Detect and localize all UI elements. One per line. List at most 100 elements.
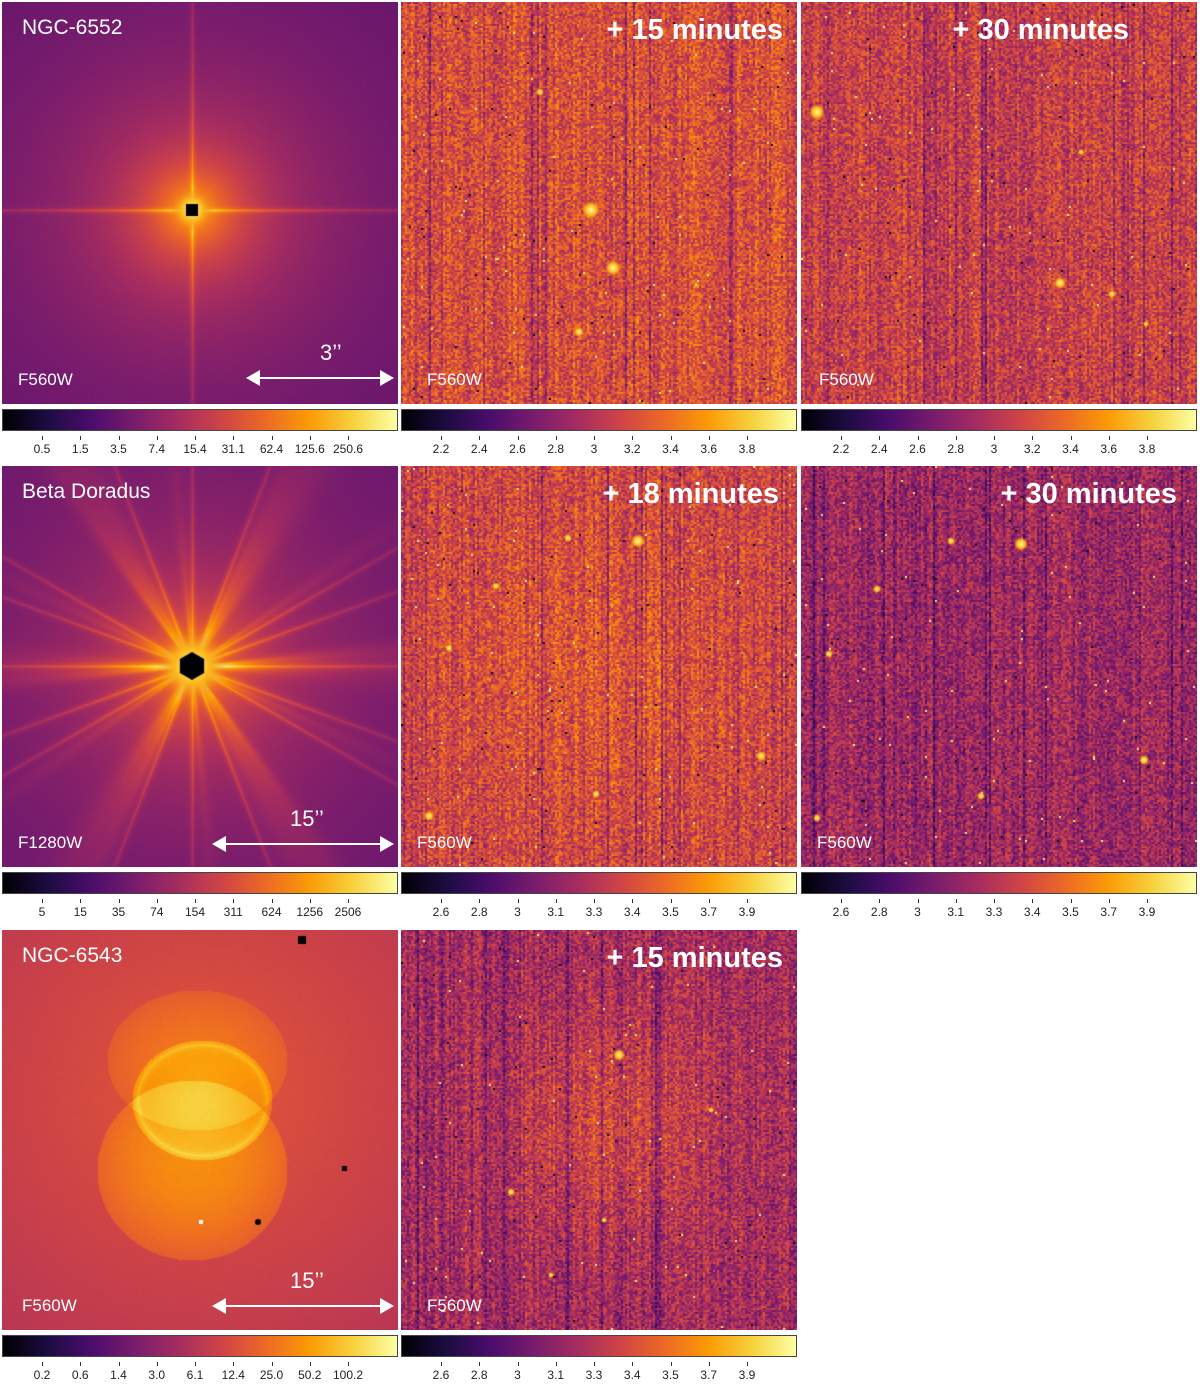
colorbar-tick-mark	[1108, 436, 1110, 440]
colorbar-tick-label: 2.6	[509, 442, 526, 456]
colorbar-tick-label: 15	[73, 905, 87, 919]
colorbar-tick-label: 3.4	[1023, 905, 1041, 919]
colorbar	[401, 409, 797, 431]
colorbar-tick-mark	[841, 899, 842, 903]
colorbar-ticks: 2.2 2.4 2.6 2.8 3 3.2 3.4 3.6 3.8	[401, 436, 797, 466]
colorbar-ticks: 2.6 2.8 3 3.1 3.3 3.4 3.5 3.7 3.9	[801, 899, 1197, 929]
colorbar-tick-mark	[479, 1362, 481, 1366]
colorbar-tick-label: 0.5	[33, 442, 51, 456]
colorbar-tick-mark	[309, 899, 311, 903]
colorbar	[801, 409, 1197, 431]
ngc6552-diff-30min-panel: + 30 minutes F560W	[801, 2, 1197, 404]
colorbar-tick-label: 2.6	[832, 905, 850, 919]
colorbar-tick-label: 3.1	[547, 1368, 565, 1382]
colorbar-tick-label: 3	[590, 442, 598, 456]
colorbar-tick-label: 3.5	[110, 442, 127, 456]
colorbar-tick-label: 0.2	[33, 1368, 51, 1382]
ngc6543-diff-15min-panel: + 15 minutes F560W	[401, 930, 797, 1330]
colorbar-tick-mark	[994, 436, 995, 440]
colorbar-tick-mark	[80, 1362, 82, 1366]
colorbar-tick-label: 2.8	[547, 442, 565, 456]
colorbar-tick-mark	[118, 899, 120, 903]
colorbar-tick-label: 100.2	[332, 1368, 364, 1382]
colorbar-tick-label: 31.1	[221, 442, 245, 456]
colorbar-tick-mark	[1032, 899, 1034, 903]
colorbar-tick-label: 2.8	[470, 905, 488, 919]
colorbar-tick-label: 3.5	[662, 905, 679, 919]
filter-label: F560W	[427, 370, 482, 389]
elapsed-time-label: + 30 minutes	[952, 14, 1130, 46]
colorbar-ticks: 2.2 2.4 2.6 2.8 3 3.2 3.4 3.6 3.8	[801, 436, 1197, 466]
colorbar-tick-mark	[747, 436, 748, 440]
colorbar-tick-label: 3.4	[1062, 442, 1079, 456]
ngc6552-reference-panel: NGC-6552 F560W 3’’	[2, 2, 398, 404]
colorbar-tick-mark	[441, 436, 442, 440]
colorbar-tick-label: 2.4	[870, 442, 888, 456]
colorbar-tick-label: 2.8	[870, 905, 888, 919]
betador-diff-18min-image	[401, 466, 797, 867]
colorbar-tick-mark	[670, 436, 672, 440]
filter-label: F560W	[817, 833, 872, 852]
colorbar-tick-mark	[195, 436, 196, 440]
scale-bar-arrow	[212, 1296, 394, 1316]
colorbar-tick-label: 3.2	[1023, 442, 1041, 456]
colorbar-tick-mark	[555, 1362, 557, 1366]
colorbar-tick-mark	[348, 1362, 349, 1366]
colorbar-tick-mark	[118, 1362, 120, 1366]
colorbar-tick-mark	[708, 1362, 710, 1366]
colorbar-tick-mark	[1070, 899, 1072, 903]
colorbar-tick-label: 12.4	[221, 1368, 245, 1382]
colorbar-tick-label: 3.3	[585, 905, 603, 919]
colorbar-tick-label: 1.5	[71, 442, 89, 456]
colorbar-tick-label: 125.6	[294, 442, 325, 456]
colorbar-tick-label: 311	[223, 905, 243, 919]
colorbar-tick-label: 3.2	[623, 442, 641, 456]
betador-reference-image	[2, 466, 398, 867]
colorbar-tick-label: 3.8	[1138, 442, 1156, 456]
colorbar-tick-label: 624	[261, 905, 282, 919]
colorbar-tick-label: 3	[914, 905, 921, 919]
filter-label: F1280W	[18, 833, 83, 852]
colorbar-tick-label: 74	[150, 905, 164, 919]
colorbar-tick-mark	[955, 436, 957, 440]
colorbar-tick-label: 3.1	[547, 905, 565, 919]
colorbar	[2, 1335, 398, 1357]
colorbar-tick-mark	[632, 899, 634, 903]
colorbar-tick-label: 3.8	[738, 442, 756, 456]
colorbar-tick-label: 5	[38, 905, 46, 919]
colorbar-tick-mark	[517, 899, 519, 903]
colorbar-tick-label: 1256	[296, 905, 324, 919]
ngc6543-reference-panel: NGC-6543 F560W 15’’	[2, 930, 398, 1330]
colorbar-tick-label: 0.6	[71, 1368, 89, 1382]
ngc6552-reference-image	[2, 2, 398, 404]
colorbar-tick-mark	[271, 1362, 273, 1366]
colorbar-tick-mark	[348, 899, 349, 903]
colorbar-tick-label: 3.9	[1138, 905, 1156, 919]
colorbar-tick-mark	[670, 1362, 672, 1366]
colorbar-tick-label: 3.4	[623, 1368, 641, 1382]
colorbar-tick-label: 250.6	[332, 442, 364, 456]
object-name: NGC-6543	[22, 944, 123, 967]
colorbar-tick-mark	[879, 899, 881, 903]
colorbar-tick-label: 3.5	[662, 1368, 679, 1382]
colorbar-tick-mark	[879, 436, 881, 440]
colorbar-tick-label: 3	[514, 905, 521, 919]
filter-label: F560W	[18, 370, 73, 389]
colorbar	[2, 872, 398, 894]
colorbar-ticks: 0.2 0.6 1.4 3.0 6.1 12.4 25.0 50.2 100.2	[2, 1362, 398, 1392]
colorbar-tick-label: 2.6	[432, 1368, 450, 1382]
colorbar-tick-mark	[1147, 899, 1148, 903]
ngc6552-diff-15min-panel: + 15 minutes F560W	[401, 2, 797, 404]
filter-label: F560W	[417, 833, 472, 852]
elapsed-time-label: + 18 minutes	[602, 478, 780, 510]
colorbar-tick-mark	[747, 899, 748, 903]
scale-label: 3’’	[320, 340, 342, 365]
colorbar	[401, 1335, 797, 1357]
betador-diff-18min-panel: + 18 minutes F560W	[401, 466, 797, 867]
colorbar-tick-label: 2.6	[909, 442, 926, 456]
colorbar-tick-mark	[479, 436, 481, 440]
scale-label: 15’’	[290, 806, 324, 831]
colorbar-tick-mark	[708, 899, 710, 903]
colorbar-tick-mark	[555, 899, 557, 903]
filter-label: F560W	[22, 1296, 77, 1315]
